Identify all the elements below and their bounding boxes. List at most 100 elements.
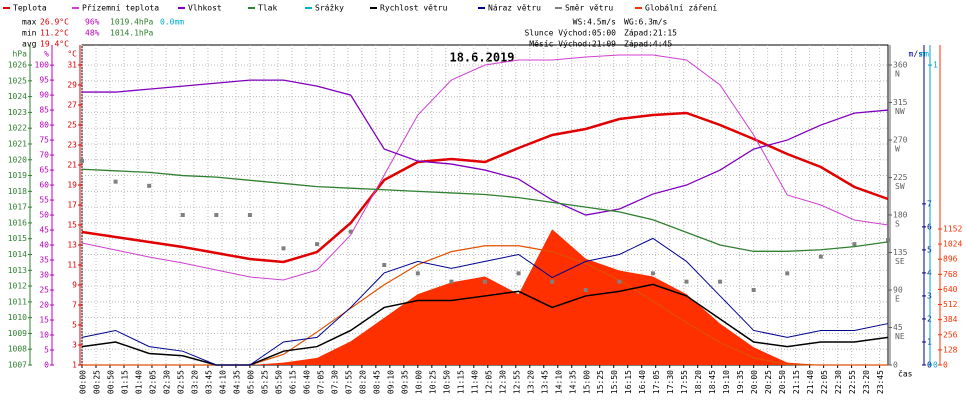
wind-dir-point: [348, 229, 353, 234]
y-tick-label: 7: [72, 301, 77, 310]
x-tick-label: 05:00: [246, 370, 255, 394]
y-tick-dir: SE: [895, 257, 905, 266]
x-tick-label: 11:15: [456, 370, 465, 394]
y-tick-label: 315: [893, 98, 908, 107]
series-line: [81, 237, 889, 366]
x-tick-label: 02:30: [162, 370, 171, 394]
y-tick-label: 1026: [8, 61, 27, 70]
y-tick-label: 25: [67, 121, 77, 130]
x-tick-label: 02:55: [176, 370, 185, 394]
y-tick-label: 10: [39, 331, 49, 340]
wind-dir-point: [281, 246, 286, 251]
legend-label: Přízemní teplota: [82, 4, 159, 13]
wind-dir-point: [180, 213, 185, 217]
y-tick-label: 270: [893, 136, 908, 145]
y-tick-label: 25: [39, 286, 49, 295]
x-tick-label: 13:20: [526, 370, 535, 394]
info-text: Slunce Východ:05:00: [524, 29, 616, 38]
y-tick-label: 0: [933, 361, 938, 370]
x-tick-label: 18:45: [708, 370, 717, 394]
x-tick-label: 23:45: [876, 370, 885, 394]
y-tick-label: 1014: [8, 250, 27, 259]
wind-dir-point: [483, 279, 487, 284]
x-tick-label: 17:05: [652, 370, 661, 394]
x-tick-label: 00:50: [106, 370, 115, 394]
x-tick-label: 21:40: [806, 370, 815, 394]
y-tick-label: 896: [943, 255, 958, 264]
y-tick-label: 95: [39, 76, 49, 85]
y-tick-label: 512: [943, 300, 958, 309]
x-tick-label: 06:15: [288, 370, 297, 394]
wind-dir-point: [550, 279, 555, 284]
y-tick-label: 1010: [8, 313, 27, 322]
x-tick-label: 10:00: [414, 370, 423, 394]
x-tick-label: 18:20: [694, 370, 703, 394]
x-tick-label: 16:15: [624, 370, 633, 394]
stat-hum: 48%: [85, 29, 100, 38]
y-tick-label: 0: [943, 361, 948, 370]
x-tick-label: 15:00: [582, 370, 591, 394]
series-line: [82, 79, 889, 216]
x-tick-label: 00:00: [79, 370, 88, 394]
wind-dir-point: [583, 288, 588, 292]
y-tick-label: 0: [893, 361, 898, 370]
x-tick-label: 22:05: [820, 370, 829, 394]
x-tick-label: 03:20: [190, 370, 199, 394]
x-tick-label: 05:50: [274, 370, 283, 394]
y-tick-label: 90: [39, 91, 49, 100]
y-tick-label: 100: [35, 61, 50, 70]
x-tick-label: 20:50: [778, 370, 787, 394]
y-tick-label: 20: [39, 301, 49, 310]
wind-dir-point: [382, 263, 387, 267]
y-tick-label: 1009: [8, 329, 27, 338]
y-tick-label: 1020: [8, 155, 27, 164]
wind-dir-point: [785, 271, 790, 276]
y-tick-label: 1019: [8, 171, 27, 180]
legend-label: Směr větru: [565, 4, 613, 13]
legend-label: Globální záření: [645, 4, 717, 13]
series-line: [81, 54, 889, 281]
y-tick-label: 1013: [8, 266, 27, 275]
series-line: [81, 111, 889, 264]
y-tick-label: 1018: [8, 187, 27, 196]
y-tick-label: 50: [39, 211, 49, 220]
y-tick-label: 1025: [8, 76, 27, 85]
y-tick-label: 27: [67, 101, 77, 110]
y-tick-label: 1015: [8, 234, 27, 243]
axis-unit: %: [44, 50, 49, 59]
x-tick-label: 16:40: [638, 370, 647, 394]
y-tick-label: 0: [44, 361, 49, 370]
legend-label: Teplota: [13, 4, 47, 13]
y-tick-dir: W: [895, 145, 900, 154]
y-tick-label: 17: [67, 201, 77, 210]
y-tick-label: 1021: [8, 139, 27, 148]
y-tick-label: 1023: [8, 108, 27, 117]
x-tick-label: 09:10: [386, 370, 395, 394]
x-tick-label: 12:30: [498, 370, 507, 394]
info-text: WG:6.3m/s: [624, 18, 668, 27]
y-tick-label: 256: [943, 330, 958, 339]
axis-unit: °C: [67, 50, 77, 59]
x-tick-label: 04:35: [232, 370, 241, 394]
info-text: Západ:4:45: [624, 40, 672, 49]
y-tick-label: 1: [933, 61, 938, 70]
y-tick-dir: N: [895, 70, 900, 79]
y-tick-label: 1008: [8, 345, 27, 354]
series-line: [81, 168, 889, 252]
x-tick-label: 10:25: [428, 370, 437, 394]
x-tick-label: 20:25: [764, 370, 773, 394]
y-tick-label: 65: [39, 166, 49, 175]
y-tick-label: 384: [943, 315, 958, 324]
x-tick-label: 15:50: [610, 370, 619, 394]
y-tick-label: 31: [67, 61, 77, 70]
y-tick-dir: NE: [895, 332, 905, 341]
wind-dir-point: [315, 242, 320, 247]
stat-hum: 96%: [85, 18, 100, 27]
y-tick-label: 55: [39, 196, 49, 205]
y-tick-label: 1011: [8, 297, 27, 306]
x-tick-label: 07:30: [330, 370, 339, 394]
x-tick-label: 22:30: [834, 370, 843, 394]
y-tick-label: 1012: [8, 282, 27, 291]
wind-dir-point: [852, 242, 857, 247]
y-tick-label: 80: [39, 121, 49, 130]
